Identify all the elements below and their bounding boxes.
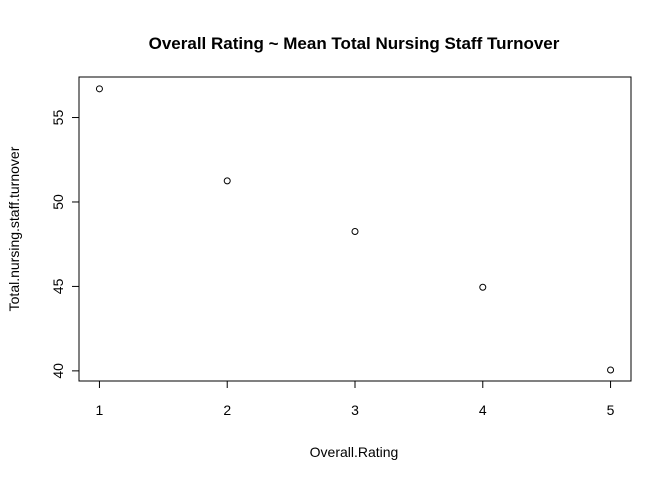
chart-title: Overall Rating ~ Mean Total Nursing Staf… bbox=[149, 34, 560, 53]
y-tick-label: 45 bbox=[50, 278, 66, 294]
data-point bbox=[607, 366, 615, 374]
data-points bbox=[95, 85, 615, 374]
x-tick-label: 2 bbox=[223, 402, 231, 418]
x-axis: 1 2 3 4 5 bbox=[96, 380, 615, 418]
y-axis-label: Total.nursing.staff.turnover bbox=[6, 146, 22, 311]
x-axis-label: Overall.Rating bbox=[310, 444, 399, 460]
data-point bbox=[351, 228, 359, 236]
data-point bbox=[95, 85, 103, 93]
x-tick-label: 5 bbox=[607, 402, 615, 418]
y-tick-label: 55 bbox=[50, 110, 66, 126]
data-point bbox=[223, 177, 231, 185]
y-axis: 40 45 50 55 bbox=[50, 110, 80, 379]
y-tick-label: 40 bbox=[50, 363, 66, 379]
x-tick-label: 3 bbox=[351, 402, 359, 418]
x-tick-label: 1 bbox=[96, 402, 104, 418]
x-tick-label: 4 bbox=[479, 402, 487, 418]
data-point bbox=[479, 283, 487, 291]
y-tick-label: 50 bbox=[50, 194, 66, 210]
